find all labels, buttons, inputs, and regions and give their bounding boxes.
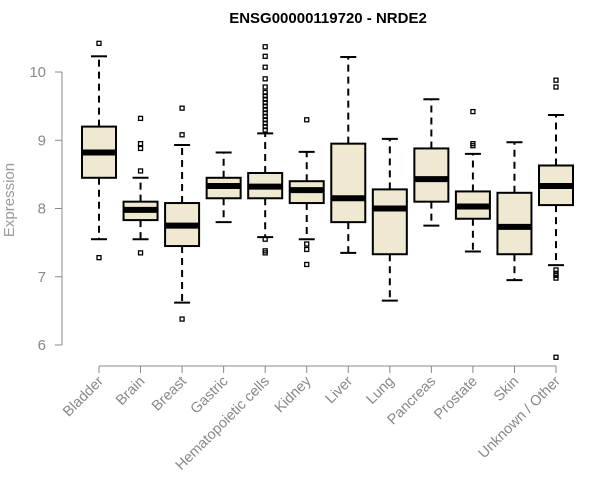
outlier-point [262,44,268,50]
box-group [330,55,367,254]
outlier-point [137,145,144,152]
outlier-point [262,236,268,242]
box-group [164,105,201,322]
outlier-point [137,115,144,122]
y-tick-label: 9 [38,132,46,149]
box-group [247,44,284,256]
outlier-point [179,316,185,322]
outlier-point [137,250,144,256]
box-group [81,40,117,261]
x-tick-label: Breast [149,374,190,415]
outlier-point [262,127,268,133]
outlier-point [262,84,268,90]
outlier-point [553,272,559,279]
y-tick-label: 6 [38,337,46,354]
x-tick-label: Kidney [272,373,315,416]
box-group [288,117,325,268]
outlier-point [304,261,310,268]
box-series [81,40,574,360]
outlier-point [262,53,268,59]
outlier-point [262,250,268,256]
box-group [205,151,242,224]
x-tick-label: Liver [323,373,357,407]
iqr-box [413,147,450,203]
y-axis: 6 7 8 9 10 [29,64,63,354]
box-group [122,115,159,256]
outlier-point [553,84,559,90]
x-tick-label: Brain [113,374,148,409]
outlier-point [470,108,476,115]
outlier-point [179,132,185,138]
outlier-point [304,117,310,123]
outlier-point [262,76,268,82]
box-group [413,98,450,227]
x-tick-label: Prostate [431,374,480,423]
outlier-point [304,241,310,247]
y-tick-label: 10 [29,64,46,81]
y-axis-label: Expression [1,163,18,237]
y-tick-label: 8 [38,201,46,218]
outlier-point [553,354,559,360]
outlier-point [262,64,268,70]
iqr-box [496,191,533,256]
outlier-point [96,254,102,261]
outlier-point [96,40,102,46]
box-group [538,77,574,360]
outlier-point [179,105,185,111]
outlier-point [553,77,559,83]
outlier-point [137,168,144,174]
outlier-point [553,275,559,281]
iqr-box [330,142,367,224]
box-group [454,108,491,253]
iqr-box [371,188,408,256]
x-tick-label: Lung [364,374,398,408]
outlier-point [137,141,144,147]
outlier-point [470,143,476,149]
outlier-point [304,246,310,253]
x-tick-label: Bladder [60,373,107,420]
chart-title: ENSG00000119720 - NRDE2 [229,10,427,27]
x-tick-label: Skin [491,374,522,405]
y-tick-label: 7 [38,269,46,286]
box-group [371,137,408,302]
box-group [496,141,533,282]
